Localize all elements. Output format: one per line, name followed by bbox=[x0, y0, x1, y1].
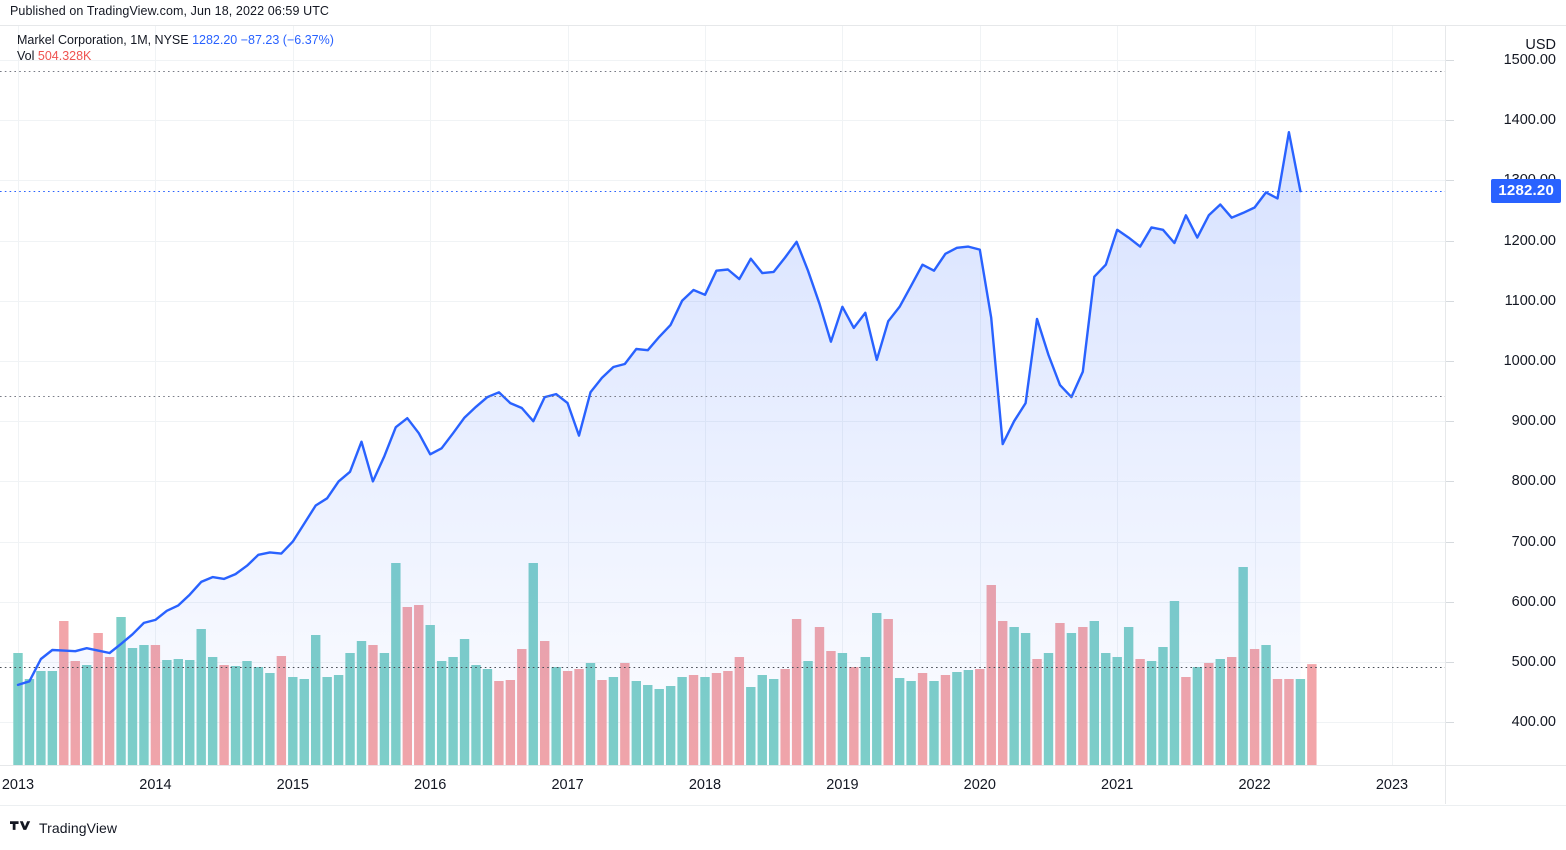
price-line[interactable] bbox=[16, 131, 1302, 687]
tradingview-wordmark: TradingView bbox=[39, 820, 118, 836]
legend-symbol[interactable]: Markel Corporation, 1M, NYSE bbox=[17, 33, 189, 47]
price-axis-tick-dash bbox=[1446, 481, 1454, 482]
axis-corner bbox=[1445, 765, 1566, 804]
price-axis-tick-dash bbox=[1446, 361, 1454, 362]
chart-legend[interactable]: Markel Corporation, 1M, NYSE 1282.20 −87… bbox=[17, 32, 334, 64]
current-price-badge[interactable]: 1282.20 bbox=[1491, 179, 1561, 204]
price-axis-tick-dash bbox=[1446, 60, 1454, 61]
published-caption: Published on TradingView.com, Jun 18, 20… bbox=[10, 4, 330, 18]
time-axis-year: 2022 bbox=[1238, 777, 1271, 793]
chart-pane[interactable] bbox=[0, 26, 1445, 765]
price-axis-tick: 600.00 bbox=[1511, 593, 1556, 610]
price-axis-tick: 400.00 bbox=[1511, 714, 1556, 731]
time-axis-year: 2016 bbox=[414, 777, 447, 793]
time-axis-year: 2017 bbox=[551, 777, 584, 793]
price-axis-tick: 900.00 bbox=[1511, 413, 1556, 430]
price-axis-tick: 700.00 bbox=[1511, 533, 1556, 550]
price-axis-tick: 500.00 bbox=[1511, 654, 1556, 670]
legend-row-symbol: Markel Corporation, 1M, NYSE 1282.20 −87… bbox=[17, 32, 334, 48]
time-axis[interactable]: 2013 2014 2015 2016 2017 2018 2019 2020 2021 2022… bbox=[0, 765, 1566, 806]
price-axis-tick-dash bbox=[1446, 241, 1454, 242]
time-axis-year: 2019 bbox=[826, 777, 859, 793]
price-area-fill bbox=[18, 132, 1301, 765]
time-axis-year: 2018 bbox=[688, 777, 722, 793]
legend-change: −87.23 (−6.37%) bbox=[240, 33, 334, 47]
price-axis-tick-dash bbox=[1446, 180, 1454, 181]
price-axis-tick-dash bbox=[1446, 542, 1454, 543]
price-series-svg bbox=[0, 26, 1445, 765]
price-axis-tick-dash bbox=[1446, 301, 1454, 302]
price-axis-tick: 1500.00 bbox=[1503, 52, 1556, 68]
price-area-layer bbox=[18, 132, 1301, 765]
price-axis-tick-dash bbox=[1446, 421, 1454, 422]
time-axis-year: 2015 bbox=[276, 777, 309, 793]
time-axis-year: 2020 bbox=[963, 777, 996, 793]
time-axis-year: 2021 bbox=[1101, 777, 1134, 793]
price-axis-tick-dash bbox=[1446, 602, 1454, 603]
header-divider bbox=[0, 25, 1566, 26]
price-axis-tick: 1000.00 bbox=[1503, 353, 1556, 369]
footer-brand: TradingView bbox=[10, 820, 117, 836]
legend-last-price: 1282.20 bbox=[192, 33, 238, 47]
legend-row-volume: Vol 504.328K bbox=[17, 48, 334, 64]
price-axis-tick: 1100.00 bbox=[1504, 292, 1556, 309]
tradingview-logo-icon bbox=[10, 821, 32, 835]
price-axis-tick: 1200.00 bbox=[1503, 232, 1556, 249]
price-axis-tick-dash bbox=[1446, 662, 1454, 663]
price-axis-tick-dash bbox=[1446, 722, 1454, 723]
price-line-layer bbox=[16, 131, 1302, 687]
price-axis-tick: 1400.00 bbox=[1503, 112, 1556, 129]
time-axis-year: 2023 bbox=[1375, 777, 1409, 793]
legend-volume-label: Vol bbox=[17, 49, 35, 63]
volume-bar[interactable] bbox=[1307, 664, 1317, 765]
price-axis-tick-dash bbox=[1446, 120, 1454, 121]
time-axis-year: 2014 bbox=[139, 777, 172, 793]
price-axis[interactable]: USD 1500.001400.001300.001200.001100.001… bbox=[1445, 26, 1566, 765]
price-axis-tick: 800.00 bbox=[1511, 473, 1556, 490]
reference-lines-layer bbox=[0, 71, 1445, 668]
currency-label: USD bbox=[1525, 37, 1556, 53]
legend-volume-value: 504.328K bbox=[37, 49, 92, 63]
time-axis-year: 2013 bbox=[1, 777, 35, 793]
